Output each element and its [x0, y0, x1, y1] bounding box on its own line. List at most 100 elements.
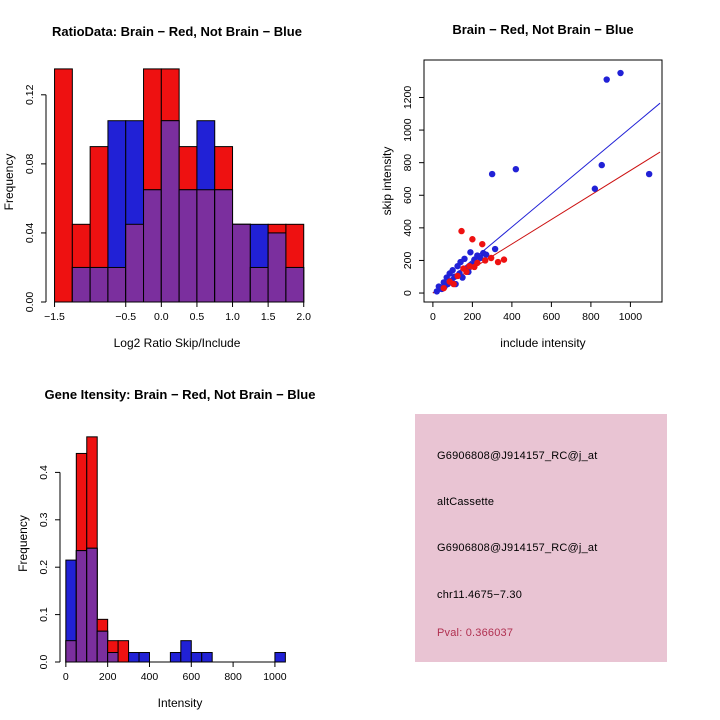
hist-bar — [138, 652, 150, 663]
y-axis-title: Frequency — [2, 154, 16, 211]
x-tick-label: 0.0 — [154, 311, 169, 323]
x-tick-label: 1000 — [619, 311, 643, 323]
scatter-point — [591, 185, 599, 192]
y-tick-label: 0.08 — [24, 153, 36, 174]
y-axis-title: skip intensity — [380, 147, 394, 216]
hist-bar — [107, 266, 127, 303]
hist-bar — [128, 652, 140, 663]
scatter-point — [487, 254, 495, 262]
hist-bar — [143, 189, 162, 303]
scatter-point — [479, 240, 486, 248]
hist-bar — [117, 640, 130, 663]
scatter-point — [461, 255, 468, 263]
scatter-point — [483, 251, 490, 258]
y-tick-label: 0.12 — [24, 84, 36, 105]
scatter-point — [469, 236, 476, 243]
gene-intensity-histogram-panel: 0 200 400 600 800 1000 0.0 0.1 0.2 0.3 0.4 Intensit… — [16, 387, 316, 710]
x-tick-label: 1000 — [263, 671, 287, 683]
splice-type-line: altCassette — [437, 496, 495, 508]
hist-bar — [96, 630, 109, 663]
x-tick-label: 2.0 — [296, 311, 311, 323]
hist-bar — [285, 266, 305, 303]
fit-line — [432, 102, 661, 294]
hist-bar — [71, 266, 91, 303]
x-tick-label: 200 — [464, 311, 482, 323]
x-tick-label: 0.5 — [190, 311, 205, 323]
x-tick-label: 1.5 — [261, 311, 276, 323]
hist-bar — [107, 652, 119, 663]
x-tick-label: 600 — [543, 311, 561, 323]
scatter-point — [477, 254, 484, 262]
chromosome-line: chr11.4675−7.30 — [437, 589, 523, 601]
x-tick-label: 400 — [141, 671, 159, 683]
y-axis-title: Frequency — [16, 515, 30, 572]
y-tick-label: 800 — [402, 154, 414, 172]
hist-bar — [180, 640, 192, 663]
hist-bar — [201, 652, 213, 663]
scatter-point — [433, 288, 441, 295]
hist-bar — [232, 223, 251, 303]
x-tick-label: 1.0 — [225, 311, 240, 323]
scatter-point — [645, 170, 653, 178]
y-tick-label: 0.2 — [38, 560, 50, 575]
hist-bar — [125, 223, 145, 303]
scatter-point — [603, 76, 610, 83]
scatter-point — [458, 227, 465, 235]
hist-bar — [190, 652, 203, 663]
chart-title: Brain − Red, Not Brain − Blue — [452, 22, 633, 37]
y-tick-label: 1200 — [402, 86, 414, 110]
chart-title: Gene Itensity: Brain − Red, Not Brain − … — [45, 387, 316, 402]
scatter-point — [512, 165, 520, 173]
scatter-point — [494, 258, 502, 266]
hist-bar — [178, 189, 198, 303]
x-tick-label: 600 — [183, 671, 201, 683]
y-tick-label: 0 — [402, 290, 414, 296]
scatter-point — [440, 284, 447, 292]
x-tick-label: −0.5 — [115, 311, 136, 323]
y-tick-label: 600 — [402, 186, 414, 204]
x-tick-label: −1.5 — [44, 311, 65, 323]
scatter-point — [467, 249, 474, 256]
x-tick-label: 0 — [63, 671, 69, 683]
hist-bar — [274, 652, 286, 663]
pval-line: Pval: 0.366037 — [437, 627, 514, 639]
x-tick-label: 400 — [503, 311, 521, 323]
y-tick-label: 0.04 — [24, 223, 36, 244]
y-tick-label: 200 — [402, 252, 414, 270]
scatter-point — [466, 262, 473, 270]
scatter-point — [449, 267, 456, 274]
hist-bar — [160, 120, 180, 303]
scatter-point — [491, 245, 499, 253]
hist-bar — [169, 652, 182, 663]
scatter-point — [598, 161, 605, 169]
probe-id-line-2: G6906808@J914157_RC@j_at — [437, 542, 598, 554]
hist-bar — [86, 547, 98, 663]
hist-bar — [54, 68, 73, 303]
info-box: G6906808@J914157_RC@j_at altCassette G69… — [415, 414, 667, 662]
scatter-point — [482, 257, 489, 264]
y-tick-label: 0.3 — [38, 512, 50, 527]
hist-bar — [89, 266, 109, 303]
x-axis-title: Log2 Ratio Skip/Include — [114, 336, 241, 350]
scatter-point — [450, 280, 457, 288]
y-tick-label: 0.0 — [38, 655, 50, 670]
hist-bar — [196, 189, 216, 303]
probe-id-line-1: G6906808@J914157_RC@j_at — [437, 450, 598, 462]
plot-box — [423, 59, 663, 303]
y-tick-label: 0.1 — [38, 607, 50, 622]
y-tick-label: 0.4 — [38, 465, 50, 480]
hist-bar — [267, 232, 287, 303]
ratio-histogram-panel: −1.5 −0.5 0.0 0.5 1.0 1.5 2.0 0.00 0.04 0.08 0.12 L… — [2, 24, 311, 350]
hist-bar — [214, 189, 234, 303]
scatter-point — [500, 256, 508, 263]
fit-line — [432, 151, 661, 294]
scatter-point — [617, 69, 624, 77]
y-tick-label: 400 — [402, 219, 414, 237]
x-axis-title: include intensity — [500, 336, 585, 350]
scatter-point — [463, 268, 470, 276]
scatter-point — [459, 274, 466, 281]
hist-bar — [249, 266, 269, 303]
x-tick-label: 0 — [430, 311, 436, 323]
y-tick-label: 1000 — [402, 118, 414, 142]
